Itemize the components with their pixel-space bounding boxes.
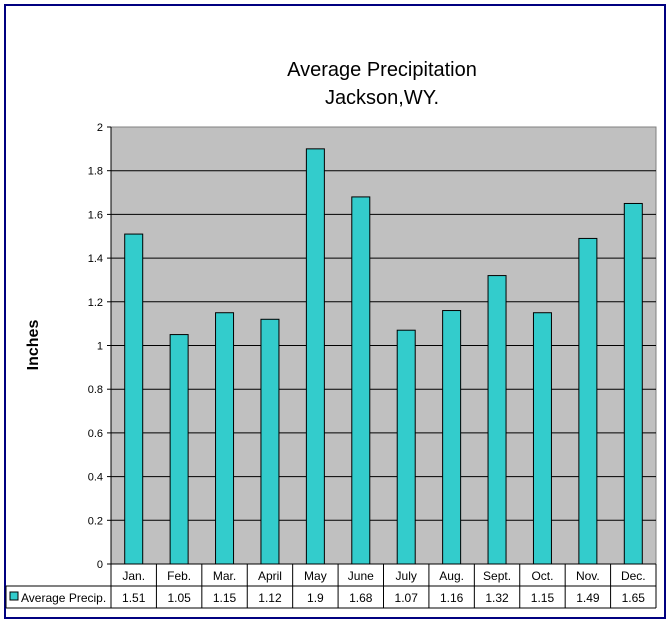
- chart-frame: [4, 4, 666, 619]
- data-label: 1.12: [258, 591, 282, 605]
- data-label: 1.49: [576, 591, 600, 605]
- category-label: Dec.: [621, 569, 646, 583]
- bar: [305, 148, 325, 565]
- bar: [396, 329, 416, 565]
- legend-swatch: [9, 591, 19, 601]
- bar: [260, 318, 280, 565]
- data-label: 1.15: [213, 591, 237, 605]
- category-label: Oct.: [531, 569, 553, 583]
- data-label: 1.16: [440, 591, 464, 605]
- data-label: 1.32: [485, 591, 509, 605]
- y-tick-label: 1.4: [88, 253, 103, 265]
- data-label: 1.9: [307, 591, 324, 605]
- bar: [532, 312, 552, 565]
- category-label: July: [396, 569, 417, 583]
- category-label: Aug.: [439, 569, 464, 583]
- bar: [169, 334, 189, 565]
- category-label: Jan.: [122, 569, 145, 583]
- y-tick-label: 1: [97, 341, 103, 353]
- data-label: 1.07: [395, 591, 419, 605]
- y-tick-label: 0: [97, 559, 103, 571]
- bar: [124, 233, 144, 565]
- y-tick-label: 1.8: [88, 166, 103, 178]
- y-tick-label: 0.8: [88, 384, 103, 396]
- y-axis-label: Inches: [25, 320, 42, 371]
- bar: [351, 196, 371, 565]
- y-tick-label: 0.2: [88, 515, 103, 527]
- y-tick-label: 2: [97, 122, 103, 134]
- category-label: May: [304, 569, 327, 583]
- data-label: 1.65: [622, 591, 646, 605]
- chart-title-line-2: Jackson,WY.: [325, 87, 439, 109]
- y-tick-label: 1.6: [88, 209, 103, 221]
- category-label: Sept.: [483, 569, 511, 583]
- data-label: 1.68: [349, 591, 373, 605]
- y-tick-label: 0.6: [88, 428, 103, 440]
- category-label: Nov.: [576, 569, 600, 583]
- y-tick-label: 0.4: [88, 472, 103, 484]
- bar: [578, 237, 598, 565]
- chart-title-line-1: Average Precipitation: [287, 59, 477, 81]
- bar: [487, 275, 507, 565]
- category-label: Feb.: [167, 569, 191, 583]
- bar: [442, 310, 462, 565]
- legend-label: Average Precip.: [21, 591, 106, 605]
- category-label: April: [258, 569, 282, 583]
- data-label: 1.15: [531, 591, 555, 605]
- data-label: 1.51: [122, 591, 146, 605]
- category-label: Mar.: [213, 569, 236, 583]
- data-label: 1.05: [167, 591, 191, 605]
- category-label: June: [348, 569, 374, 583]
- bar: [623, 202, 643, 565]
- y-tick-label: 1.2: [88, 297, 103, 309]
- bar: [215, 312, 235, 565]
